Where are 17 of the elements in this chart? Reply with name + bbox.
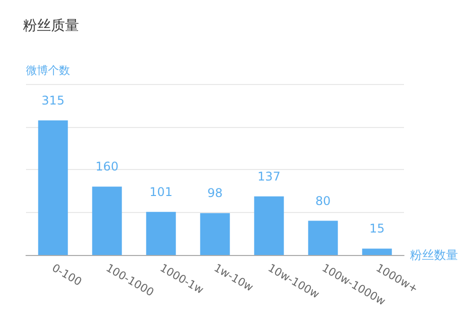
bar [92, 186, 122, 255]
data-label: 15 [369, 222, 385, 236]
bar [38, 120, 68, 255]
data-label: 137 [258, 169, 280, 184]
bar [200, 213, 230, 255]
data-label: 160 [96, 160, 118, 174]
data-label: 101 [150, 184, 172, 199]
data-label: 315 [42, 93, 64, 108]
bar [254, 196, 284, 255]
data-label: 80 [315, 194, 331, 208]
y-axis-title: 微博个数 [26, 64, 70, 77]
x-axis-title: 粉丝数量 [410, 248, 458, 262]
chart-title: 粉丝质量 [23, 18, 79, 34]
bar [308, 220, 338, 255]
bar [362, 248, 392, 255]
bar [146, 212, 176, 255]
data-label: 98 [207, 186, 223, 200]
